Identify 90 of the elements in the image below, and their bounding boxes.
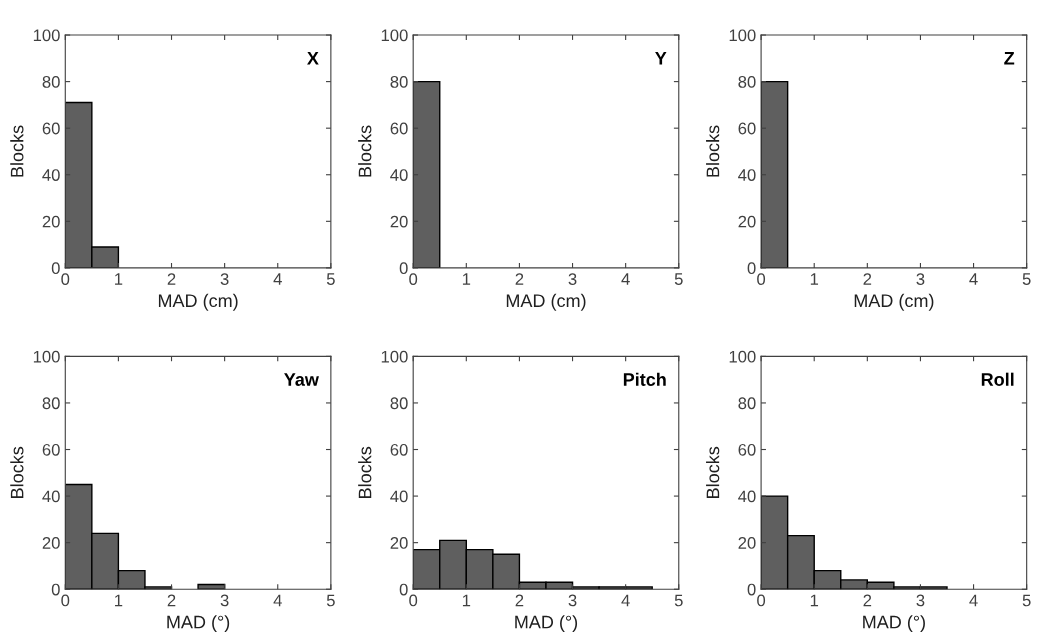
x-tick-label: 1 [115, 273, 123, 285]
x-tick-label: 3 [916, 594, 925, 607]
x-tick-label: 0 [757, 594, 766, 607]
y-axis-title: Blocks [706, 446, 720, 498]
x-tick-label: 2 [863, 594, 872, 607]
x-tick-label: 0 [409, 273, 418, 285]
y-tick-label: 40 [42, 490, 60, 503]
x-tick-label: 0 [61, 594, 70, 607]
y-tick-label: 100 [381, 29, 408, 42]
annotation: X [307, 52, 319, 65]
x-tick-label: 2 [863, 273, 872, 285]
y-axis-title: Blocks [10, 446, 24, 498]
x-tick-label: 4 [621, 594, 630, 607]
y-tick-label: 20 [738, 537, 756, 549]
annotation: Pitch [623, 372, 666, 386]
y-tick-label: 100 [729, 350, 756, 363]
y-tick-label: 40 [738, 169, 756, 181]
x-tick-label: 1 [115, 594, 123, 607]
y-tick-label: 60 [390, 443, 408, 456]
x-tick-label: 3 [916, 273, 925, 285]
y-tick-label: 20 [390, 537, 408, 549]
y-tick-label: 20 [42, 537, 60, 549]
y-axis-title: Blocks [358, 446, 372, 498]
annotation: Roll [981, 372, 1014, 386]
y-tick-label: 20 [42, 215, 60, 228]
annotation: Yaw [284, 373, 319, 386]
x-axis-title: MAD (cm) [506, 293, 586, 311]
x-tick-label: 5 [1022, 273, 1031, 285]
x-axis-title: MAD (°) [863, 615, 925, 632]
x-tick-label: 0 [757, 273, 766, 285]
x-tick-label: 4 [969, 594, 978, 607]
x-tick-label: 4 [621, 273, 630, 285]
y-tick-label: 40 [42, 169, 60, 181]
y-tick-label: 20 [390, 215, 408, 228]
x-tick-label: 2 [515, 594, 524, 607]
x-tick-label: 1 [810, 273, 819, 285]
x-tick-label: 1 [462, 273, 471, 285]
y-tick-label: 100 [381, 350, 408, 363]
y-tick-label: 40 [390, 490, 408, 503]
x-axis-title: MAD (cm) [158, 293, 238, 311]
x-tick-label: 3 [220, 594, 229, 607]
y-tick-label: 20 [738, 215, 756, 228]
x-tick-label: 3 [568, 594, 577, 607]
y-tick-label: 0 [399, 583, 408, 596]
x-tick-label: 4 [273, 273, 282, 285]
y-axis-title: Blocks [10, 125, 24, 177]
y-tick-label: 100 [729, 29, 756, 42]
x-tick-label: 3 [568, 273, 577, 285]
x-tick-label: 0 [409, 594, 418, 607]
y-tick-label: 0 [399, 262, 408, 275]
y-tick-label: 60 [390, 122, 408, 135]
y-tick-label: 80 [42, 397, 60, 410]
x-tick-label: 0 [61, 273, 70, 285]
y-tick-label: 0 [51, 262, 60, 275]
y-tick-label: 0 [747, 262, 756, 275]
y-tick-label: 60 [738, 122, 756, 135]
y-axis-title: Blocks [706, 125, 720, 177]
x-axis-title: MAD (cm) [854, 293, 934, 311]
y-tick-label: 60 [738, 443, 756, 456]
y-tick-label: 80 [42, 76, 60, 88]
y-tick-label: 60 [42, 443, 60, 456]
annotation: Z [1004, 52, 1015, 65]
y-tick-label: 80 [738, 397, 756, 410]
y-tick-label: 100 [33, 350, 60, 363]
x-axis-title: MAD (°) [515, 615, 578, 632]
x-tick-label: 2 [515, 273, 524, 285]
y-tick-label: 80 [390, 397, 408, 410]
x-tick-label: 1 [810, 594, 819, 607]
x-tick-label: 2 [167, 594, 176, 607]
y-tick-label: 0 [747, 583, 756, 596]
x-tick-label: 5 [1022, 594, 1031, 607]
x-tick-label: 5 [674, 594, 683, 607]
x-tick-label: 1 [462, 594, 471, 607]
y-tick-label: 80 [738, 76, 756, 88]
y-tick-label: 40 [738, 490, 756, 503]
y-tick-label: 100 [33, 29, 60, 42]
x-tick-label: 5 [326, 273, 335, 285]
y-tick-label: 80 [390, 76, 408, 88]
y-tick-label: 40 [390, 169, 408, 181]
x-tick-label: 2 [167, 273, 176, 285]
y-axis-title: Blocks [358, 125, 372, 177]
x-tick-label: 4 [273, 594, 282, 607]
y-tick-label: 0 [51, 583, 60, 596]
annotation: Y [655, 52, 667, 65]
x-axis-title: MAD (°) [167, 615, 230, 632]
x-tick-label: 5 [326, 594, 335, 607]
x-tick-label: 3 [220, 273, 229, 285]
x-tick-label: 5 [674, 273, 683, 285]
y-tick-label: 60 [42, 122, 60, 135]
x-tick-label: 4 [969, 273, 978, 285]
